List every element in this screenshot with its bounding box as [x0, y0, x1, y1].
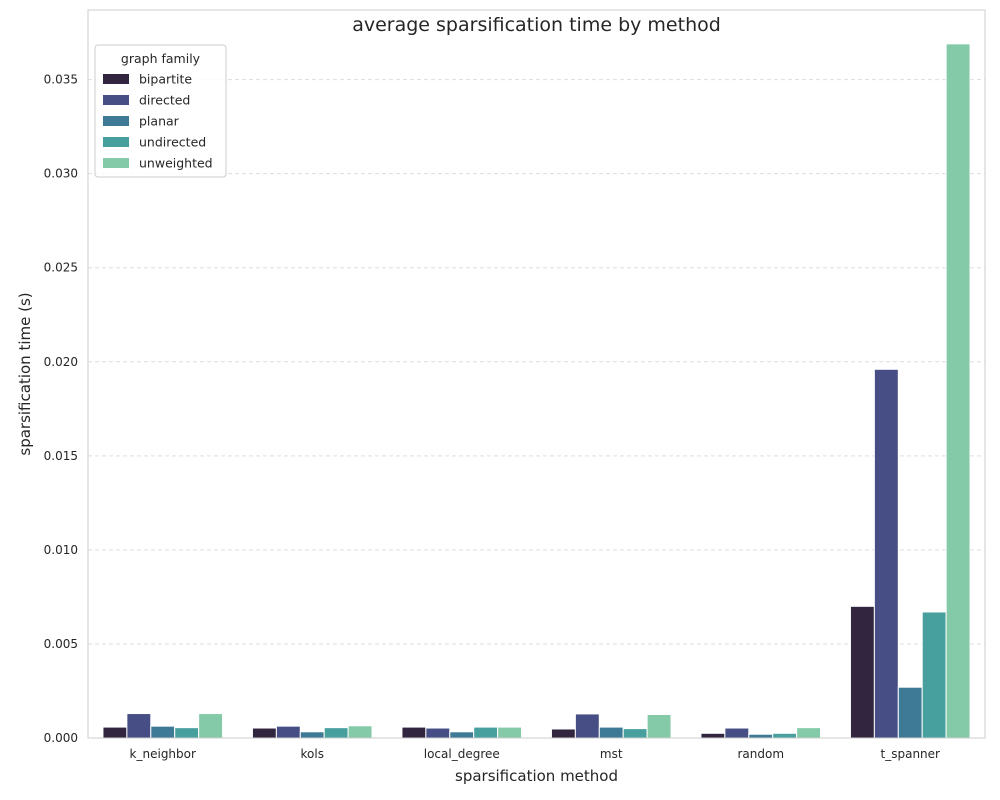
x-tick-label: kols — [301, 747, 324, 761]
x-tick-label: random — [737, 747, 784, 761]
legend-label-bipartite: bipartite — [139, 72, 192, 87]
y-tick-label: 0.030 — [44, 167, 78, 181]
y-tick-label: 0.035 — [44, 73, 78, 87]
legend-swatch-undirected — [103, 137, 129, 147]
bar-unweighted-local_degree — [497, 726, 523, 739]
y-tick-label: 0.005 — [44, 637, 78, 651]
y-tick-label: 0.015 — [44, 449, 78, 463]
y-tick-label: 0.010 — [44, 543, 78, 557]
bar-unweighted-random — [796, 727, 822, 739]
bar-planar-k_neighbor — [150, 725, 176, 739]
legend-swatch-planar — [103, 116, 129, 126]
y-axis-label: sparsification time (s) — [16, 292, 34, 455]
bar-directed-local_degree — [425, 727, 451, 739]
plot-frame — [87, 9, 986, 739]
x-tick-label: local_degree — [424, 747, 500, 761]
bar-unweighted-t_spanner — [945, 43, 971, 739]
bar-undirected-kols — [323, 727, 349, 739]
bars — [102, 43, 971, 739]
bar-unweighted-k_neighbor — [198, 713, 224, 739]
y-tick-label: 0.020 — [44, 355, 78, 369]
bar-bipartite-mst — [550, 728, 576, 739]
legend-title: graph family — [121, 51, 201, 66]
y-axis-ticks: 0.000 0.005 0.010 0.015 0.020 0.025 0.030 0.035 — [44, 73, 78, 745]
x-tick-label: k_neighbor — [130, 747, 196, 761]
bar-undirected-mst — [622, 728, 648, 739]
chart-title: average sparsification time by method — [352, 14, 721, 36]
legend: graph family bipartite directed planar undi… — [94, 44, 227, 178]
bar-directed-mst — [574, 713, 600, 739]
legend-label-directed: directed — [139, 93, 190, 108]
bar-planar-local_degree — [449, 731, 475, 739]
bar-directed-random — [724, 727, 750, 739]
bar-bipartite-k_neighbor — [102, 726, 128, 739]
bar-directed-kols — [275, 725, 301, 739]
bar-planar-kols — [299, 731, 325, 739]
legend-swatch-bipartite — [103, 74, 129, 84]
y-tick-label: 0.000 — [44, 731, 78, 745]
legend-swatch-unweighted — [103, 158, 129, 168]
x-tick-label: mst — [600, 747, 623, 761]
y-tick-label: 0.025 — [44, 261, 78, 275]
bar-planar-random — [748, 733, 774, 739]
legend-label-planar: planar — [139, 114, 180, 129]
bar-bipartite-local_degree — [401, 726, 427, 739]
bar-bipartite-kols — [251, 727, 277, 739]
bar-bipartite-random — [700, 732, 726, 739]
bar-directed-t_spanner — [873, 368, 899, 739]
bar-planar-mst — [598, 726, 624, 739]
grid-lines — [88, 79, 985, 645]
x-tick-label: t_spanner — [881, 747, 941, 761]
bar-undirected-k_neighbor — [174, 727, 200, 739]
x-axis-ticks: k_neighbor kols local_degree mst random t_spa… — [130, 747, 940, 761]
legend-label-unweighted: unweighted — [139, 156, 213, 171]
legend-swatch-directed — [103, 95, 129, 105]
bar-undirected-t_spanner — [921, 611, 947, 739]
bar-planar-t_spanner — [897, 686, 923, 739]
bar-unweighted-mst — [646, 713, 672, 739]
bar-bipartite-t_spanner — [849, 605, 875, 739]
x-axis-label: sparsification method — [455, 767, 618, 785]
legend-label-undirected: undirected — [139, 135, 206, 150]
bar-undirected-local_degree — [473, 726, 499, 739]
bar-unweighted-kols — [347, 725, 373, 739]
bar-undirected-random — [772, 732, 798, 739]
legend-items: bipartite directed planar undirected unweigh… — [103, 72, 213, 171]
bar-directed-k_neighbor — [126, 713, 152, 739]
